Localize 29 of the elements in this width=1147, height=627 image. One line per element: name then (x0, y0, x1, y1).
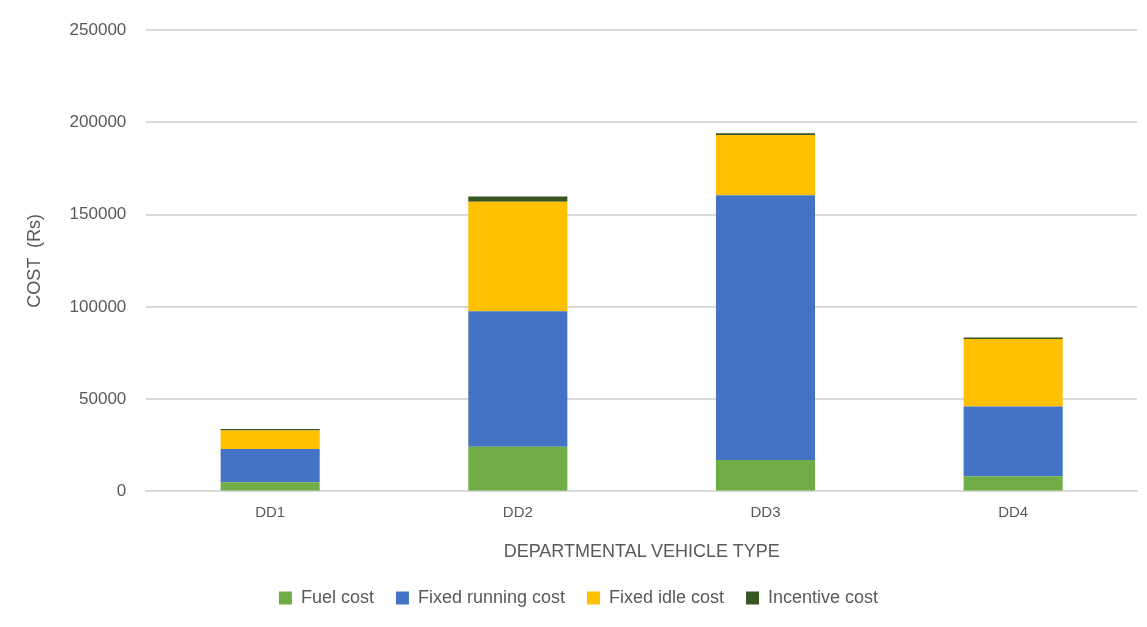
bar (220, 482, 320, 491)
bar (220, 430, 320, 449)
y-tick-label: 250000 (69, 19, 127, 39)
bar (963, 476, 1063, 491)
bar (468, 311, 568, 447)
bar (468, 201, 568, 312)
y-axis-title: COST (Rs) (23, 213, 44, 308)
legend-label: Fixed idle cost (609, 586, 725, 607)
bar (963, 339, 1063, 407)
bar (220, 448, 320, 483)
legend-label: Fixed running cost (417, 586, 565, 607)
x-tick-label: DD4 (998, 502, 1029, 520)
y-tick-label: 200000 (69, 112, 127, 132)
bar (963, 406, 1063, 477)
legend-label: Incentive cost (768, 586, 879, 607)
y-tick-label: 150000 (69, 204, 127, 224)
legend-label: Fuel cost (300, 586, 374, 607)
bar (715, 134, 816, 196)
x-axis-title: DEPARTMENTAL VEHICLE TYPE (503, 541, 780, 562)
bar (468, 196, 568, 202)
x-tick-label: DD1 (255, 502, 286, 520)
bar (715, 460, 816, 491)
bar (468, 446, 568, 491)
y-tick-label: 0 (116, 481, 127, 501)
y-tick-label: 50000 (79, 388, 127, 408)
x-tick-label: DD3 (750, 502, 781, 520)
bar (715, 195, 816, 461)
x-tick-label: DD2 (502, 502, 533, 520)
y-tick-label: 100000 (69, 296, 127, 316)
